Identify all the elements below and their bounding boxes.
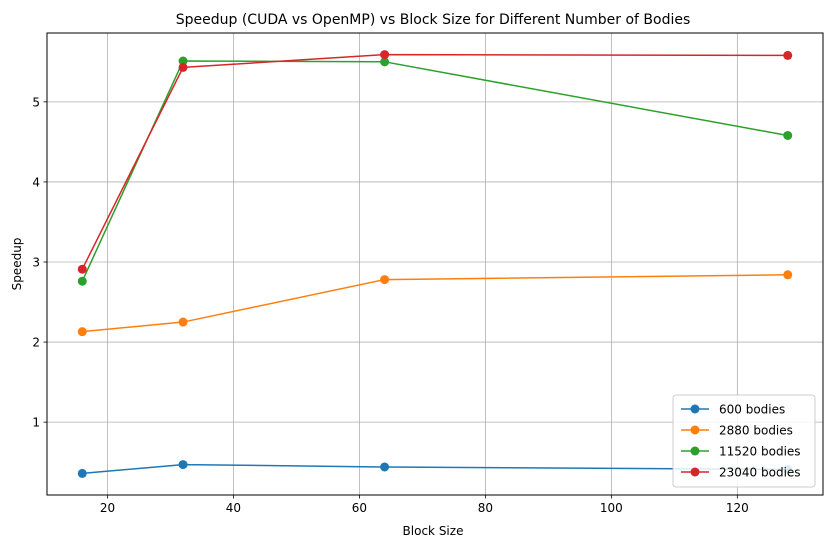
legend-box (672, 394, 816, 488)
series-line (82, 274, 788, 333)
x-tick-label: 60 (352, 501, 367, 515)
y-tick-label: 4 (32, 175, 40, 189)
legend-label: 600 bodies (719, 403, 785, 417)
plot-area-frame (46, 32, 824, 496)
y-axis-label: Speedup (10, 238, 24, 291)
legend-label: 11520 bodies (719, 445, 801, 459)
x-tick-label: 40 (226, 501, 241, 515)
series-group (77, 50, 793, 274)
legend-marker (690, 467, 700, 477)
series-line (82, 463, 788, 475)
y-tick-label: 3 (32, 255, 40, 269)
data-point (77, 327, 87, 337)
legend-item: 11520 bodies (681, 445, 801, 459)
data-point (380, 57, 390, 67)
x-tick-label: 80 (478, 501, 493, 515)
legend-marker (690, 425, 700, 435)
x-axis-label: Block Size (403, 524, 464, 538)
legend-item: 23040 bodies (681, 466, 801, 480)
legend-label: 23040 bodies (719, 466, 801, 480)
data-point (77, 264, 87, 274)
legend-item: 2880 bodies (681, 424, 793, 438)
data-point (783, 270, 793, 280)
data-point (178, 62, 188, 72)
data-point (178, 317, 188, 327)
legend-marker (690, 404, 700, 414)
x-tick-label: 100 (600, 501, 623, 515)
series-layer (77, 50, 793, 478)
data-point (380, 275, 390, 285)
chart-title: Speedup (CUDA vs OpenMP) vs Block Size f… (176, 12, 691, 28)
y-tick-label: 5 (32, 95, 40, 109)
data-point (77, 276, 87, 286)
axis-ticks: 20 40 60 80 100 120 1 2 3 4 5 (32, 95, 748, 515)
data-point (783, 50, 793, 60)
series-line (81, 53, 788, 270)
data-point (380, 462, 390, 472)
legend-label: 2880 bodies (719, 424, 793, 438)
y-tick-label: 1 (32, 416, 40, 430)
data-point (77, 468, 87, 478)
data-point (783, 130, 793, 140)
legend-marker (690, 446, 700, 456)
legend-item: 600 bodies (681, 403, 785, 417)
y-tick-label: 2 (32, 336, 40, 350)
x-tick-label: 120 (726, 501, 749, 515)
series-group (77, 270, 793, 337)
data-point (178, 56, 188, 66)
legend: 600 bodies 2880 bodies 11520 bodies 23040 b… (672, 394, 816, 488)
data-point (380, 50, 390, 60)
data-point (178, 460, 188, 470)
x-tick-label: 20 (100, 501, 115, 515)
